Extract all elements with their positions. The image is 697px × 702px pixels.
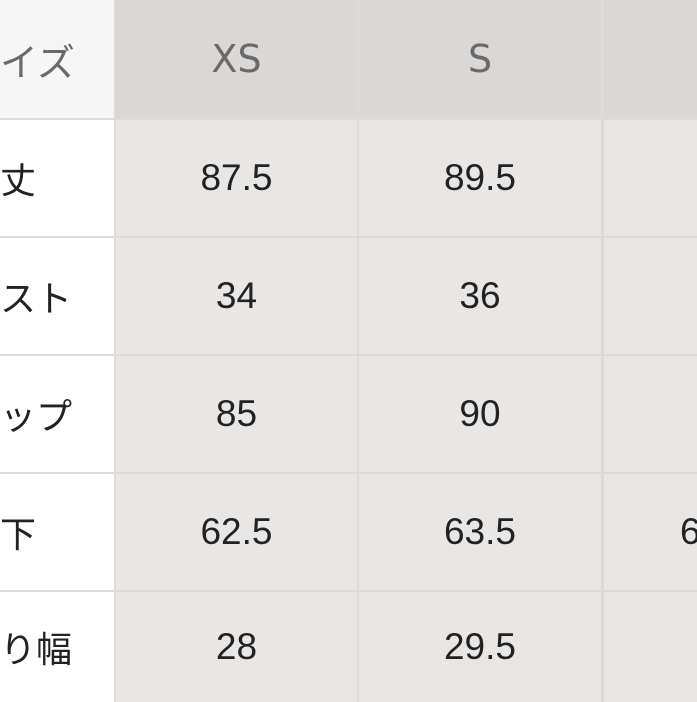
row-label-cell-text: ップ	[0, 397, 73, 438]
row-label-cell-text: スト	[0, 279, 73, 320]
header-size-cell-text: S	[467, 37, 493, 81]
row-label-cell: スト	[0, 238, 114, 354]
value-cell: 87.5	[116, 120, 357, 236]
header-label-cell-text: イズ	[0, 40, 75, 85]
value-cell: 63.5	[359, 474, 601, 590]
value-cell	[604, 356, 697, 472]
header-label-cell: イズ	[0, 0, 114, 118]
value-cell-text: 36	[459, 275, 501, 316]
value-cell-text: 87.5	[200, 157, 273, 198]
value-cell: 90	[359, 356, 601, 472]
value-cell	[604, 592, 697, 702]
row-label-cell: ップ	[0, 356, 114, 472]
value-cell-text: 28	[215, 626, 258, 667]
value-cell-text: 89.5	[443, 157, 516, 198]
row-label-cell-text: 下	[0, 515, 37, 556]
value-cell: 85	[116, 356, 357, 472]
value-cell-text: 90	[459, 393, 501, 434]
value-cell	[604, 120, 697, 236]
value-cell: 36	[359, 238, 601, 354]
row-label-cell: 下	[0, 474, 114, 590]
value-cell: 29.5	[359, 592, 601, 702]
value-cell-text: 85	[215, 393, 258, 434]
row-label-cell: り幅	[0, 592, 114, 702]
value-cell: 34	[116, 238, 357, 354]
value-cell: 28	[116, 592, 357, 702]
value-cell-text: 63.5	[443, 511, 516, 552]
header-size-cell-text: XS	[211, 37, 262, 81]
row-label-cell-text: 丈	[0, 161, 37, 202]
row-label-cell: 丈	[0, 120, 114, 236]
value-cell-text: 62.5	[200, 511, 273, 552]
header-size-cell	[604, 0, 697, 118]
value-cell: 89.5	[359, 120, 601, 236]
value-cell-text: 29.5	[443, 626, 516, 667]
value-cell: 6	[604, 474, 697, 590]
value-cell-text: 6	[680, 511, 697, 552]
value-cell: 62.5	[116, 474, 357, 590]
value-cell	[604, 238, 697, 354]
row-label-cell-text: り幅	[0, 630, 73, 671]
value-cell-text: 34	[215, 275, 258, 316]
header-size-cell: XS	[116, 0, 357, 118]
header-size-cell: S	[359, 0, 601, 118]
